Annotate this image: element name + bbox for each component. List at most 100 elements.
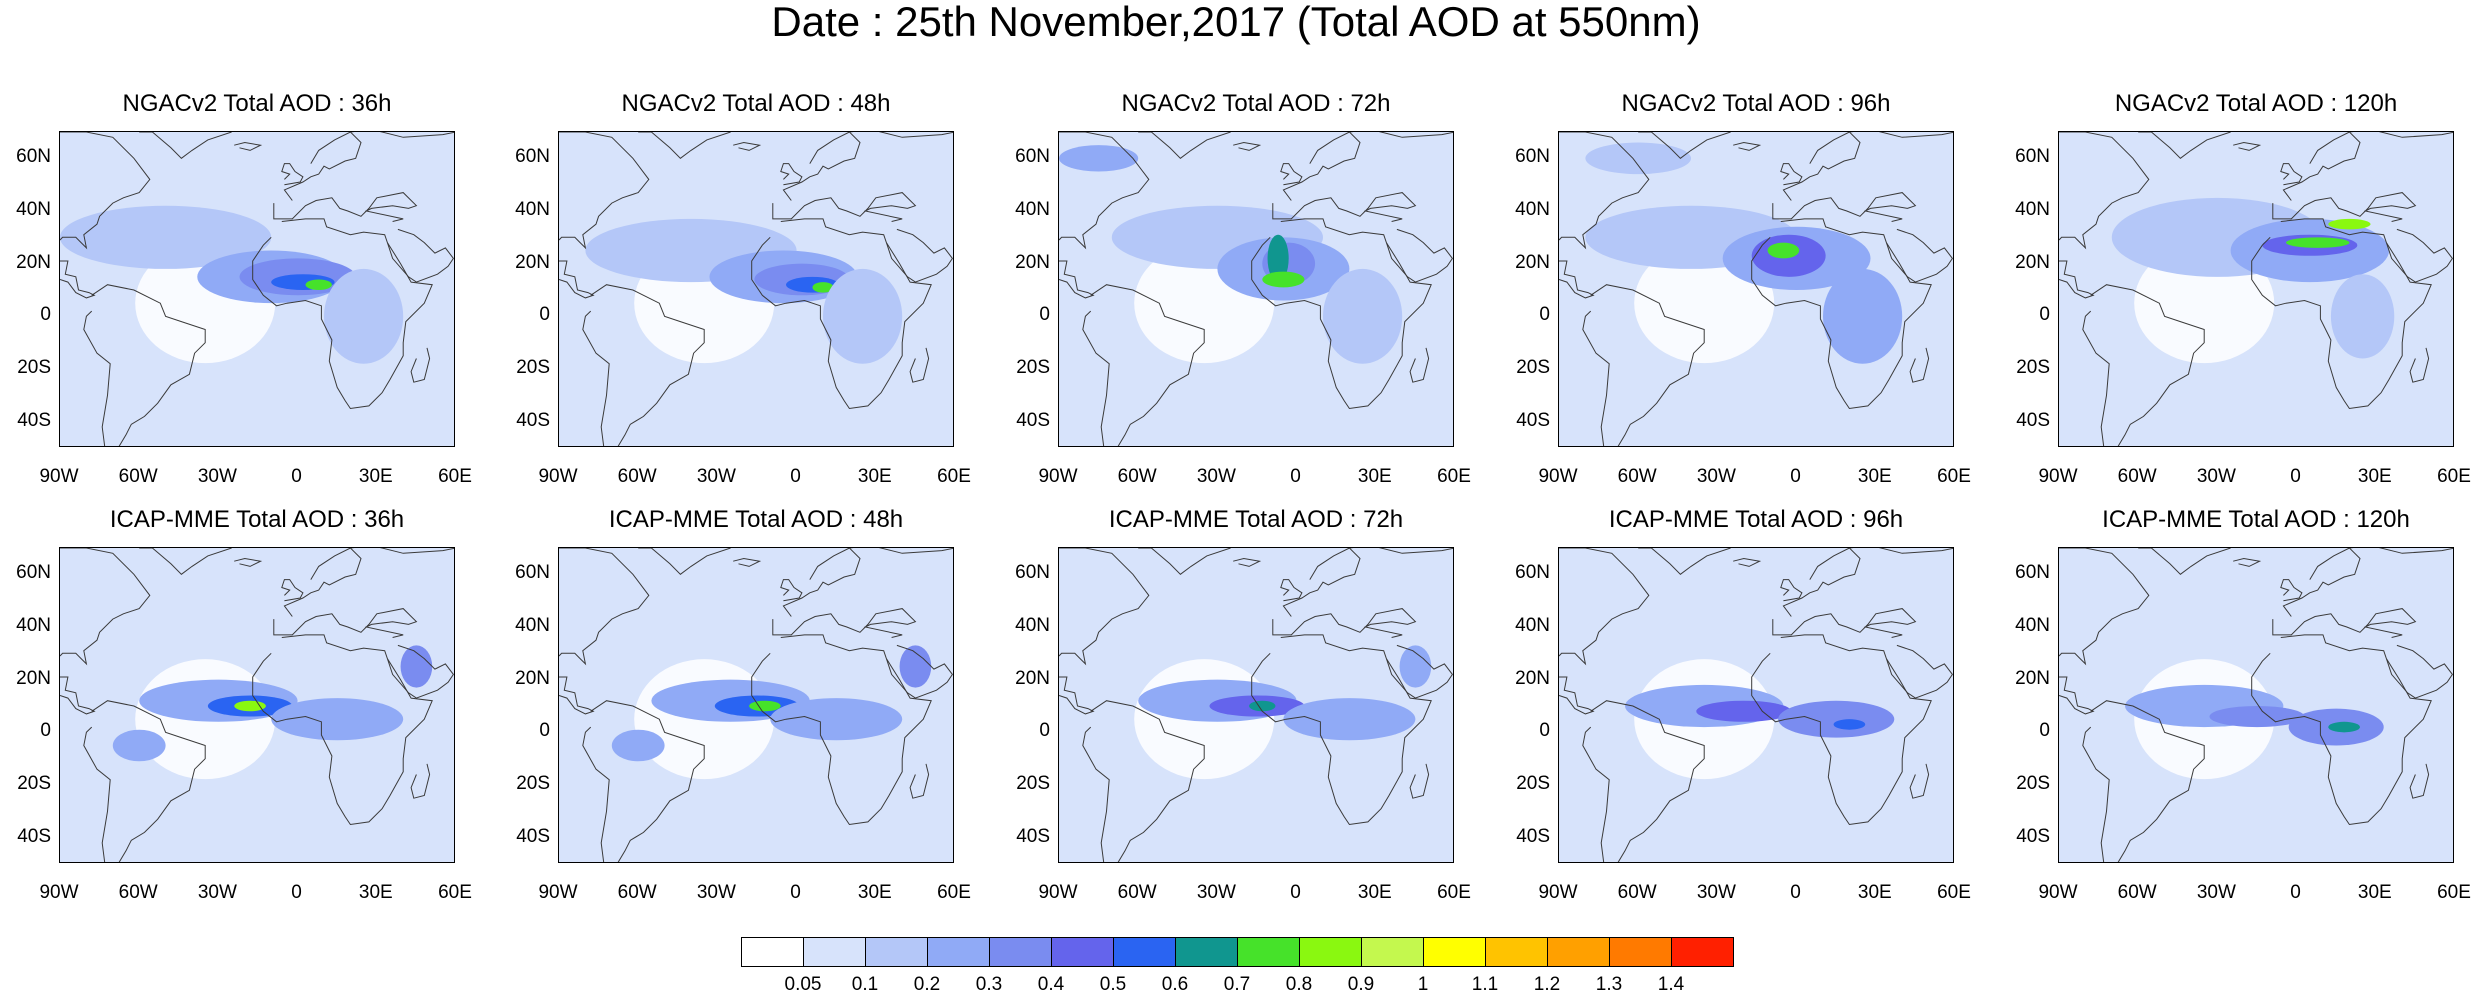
coastline-europe — [1272, 192, 1417, 222]
coastline-scandinavia — [310, 132, 351, 164]
aod-map — [1059, 548, 1453, 862]
coastline-central-america — [1059, 260, 1095, 299]
coastline-arabia — [2385, 644, 2453, 699]
lon-tick-label: 0 — [291, 882, 302, 903]
coastline-north-america — [1559, 548, 1650, 666]
aod-plume — [1399, 645, 1432, 688]
colorbar-swatch — [865, 937, 928, 967]
coastline-south-america — [83, 700, 206, 862]
coastline-arabia — [386, 228, 454, 283]
coastline-arabia — [1385, 228, 1453, 283]
lon-tick-label: 60E — [937, 882, 971, 903]
aod-map — [2059, 548, 2453, 862]
lon-tick-label: 60E — [1437, 882, 1471, 903]
coastline-europe-north — [782, 548, 953, 617]
lon-tick-label: 60W — [1617, 882, 1657, 903]
lat-tick-label: 20S — [1516, 773, 1550, 794]
coastline-south-america — [1582, 284, 1705, 446]
coastline-scandinavia — [809, 132, 850, 164]
lat-tick-label: 40N — [16, 615, 51, 636]
colorbar-swatch — [1609, 937, 1672, 967]
aod-map — [559, 132, 953, 446]
coastline-europe-north — [1282, 132, 1453, 201]
lon-tick-label: 30W — [2196, 882, 2236, 903]
map-panel: ICAP-MME Total AOD : 36h 60N 40N 20N 0 20S 40S… — [16, 507, 472, 903]
lon-tick-label: 30W — [197, 466, 237, 487]
colorbar-swatch — [1299, 937, 1362, 967]
lon-tick-label: 0 — [1290, 466, 1301, 487]
coastline-europe-north — [1782, 132, 1953, 201]
coastline-europe — [273, 192, 418, 222]
aod-map — [1559, 132, 1953, 446]
coastline-europe-north — [283, 548, 454, 617]
coastline-iceland — [2233, 557, 2262, 567]
coastline-africa — [252, 634, 433, 826]
colorbar-swatch — [1237, 937, 1300, 967]
colorbar-swatch — [1051, 937, 1114, 967]
aod-plume — [611, 729, 665, 762]
lat-tick-label: 40S — [1016, 409, 1050, 431]
lat-tick-label: 40S — [1516, 409, 1550, 431]
lon-tick-label: 30E — [1357, 882, 1392, 903]
lon-tick-label: 90W — [1038, 882, 1078, 903]
lat-tick-label: 20N — [16, 251, 51, 273]
colorbar-swatch — [1485, 937, 1548, 967]
lat-tick-label: 40N — [515, 199, 550, 220]
lon-tick-label: 0 — [2290, 882, 2301, 903]
lat-tick-label: 20S — [516, 773, 550, 794]
coastline-britain — [2280, 163, 2303, 186]
coastline-arabia — [2385, 228, 2453, 283]
map-frame — [1058, 131, 1454, 447]
lon-tick-label: 60E — [2437, 882, 2471, 903]
panel-title: ICAP-MME Total AOD : 48h — [608, 506, 904, 533]
lon-tick-label: 30E — [358, 882, 393, 903]
coastline-iceland — [234, 141, 263, 151]
coastline-arabia — [1385, 644, 1453, 699]
aod-plume — [1249, 700, 1276, 712]
map-frame — [2058, 131, 2454, 447]
lon-tick-label: 30E — [857, 882, 892, 903]
panel-title: ICAP-MME Total AOD : 120h — [2102, 506, 2410, 533]
aod-plume — [324, 268, 404, 364]
aod-plume — [1696, 700, 1792, 722]
lat-tick-label: 20S — [17, 773, 51, 794]
map-panel: ICAP-MME Total AOD : 96h 60N 40N 20N 0 20S 40S… — [1515, 507, 1971, 903]
coastline-north-america — [559, 132, 650, 250]
coastline-madagascar — [1409, 763, 1430, 799]
lon-tick-label: 60W — [118, 466, 158, 487]
lon-tick-label: 90W — [1038, 466, 1078, 487]
lat-tick-label: 60N — [1015, 146, 1050, 168]
coastline-scandinavia — [1309, 132, 1350, 164]
panel-title: NGACv2 Total AOD : 72h — [1121, 90, 1391, 117]
lat-tick-label: 40N — [1015, 199, 1050, 220]
lat-tick-label: 20N — [2015, 251, 2050, 273]
coastline-south-america — [2082, 284, 2205, 446]
lat-tick-label: 60N — [16, 562, 51, 584]
lon-tick-label: 60E — [937, 466, 971, 487]
aod-plume — [749, 700, 781, 712]
aod-plume — [2209, 706, 2305, 728]
aod-map — [1059, 132, 1453, 446]
colorbar-swatch — [927, 937, 990, 967]
lon-tick-label: 0 — [790, 466, 801, 487]
coastline-iceland — [733, 557, 762, 567]
lat-tick-label: 0 — [1039, 720, 1050, 742]
lon-tick-label: 90W — [538, 466, 578, 487]
coastline-britain — [2280, 579, 2303, 602]
colorbar-swatch — [803, 937, 866, 967]
map-panel: ICAP-MME Total AOD : 48h 60N 40N 20N 0 20S 40S… — [515, 507, 971, 903]
lon-tick-label: 60W — [2117, 466, 2157, 487]
lat-tick-label: 20N — [16, 667, 51, 689]
aod-plume — [112, 729, 166, 762]
coastline-central-america — [60, 260, 96, 299]
lon-tick-label: 30E — [1857, 466, 1892, 487]
aod-map — [2059, 132, 2453, 446]
lat-tick-label: 40S — [1516, 825, 1550, 847]
lat-tick-label: 20N — [515, 251, 550, 273]
map-frame — [2058, 547, 2454, 863]
aod-plume — [271, 698, 404, 741]
coastline-madagascar — [909, 763, 930, 799]
panel-title: ICAP-MME Total AOD : 36h — [109, 506, 405, 533]
lat-tick-label: 40S — [17, 825, 51, 847]
coastline-central-america — [2059, 676, 2095, 715]
